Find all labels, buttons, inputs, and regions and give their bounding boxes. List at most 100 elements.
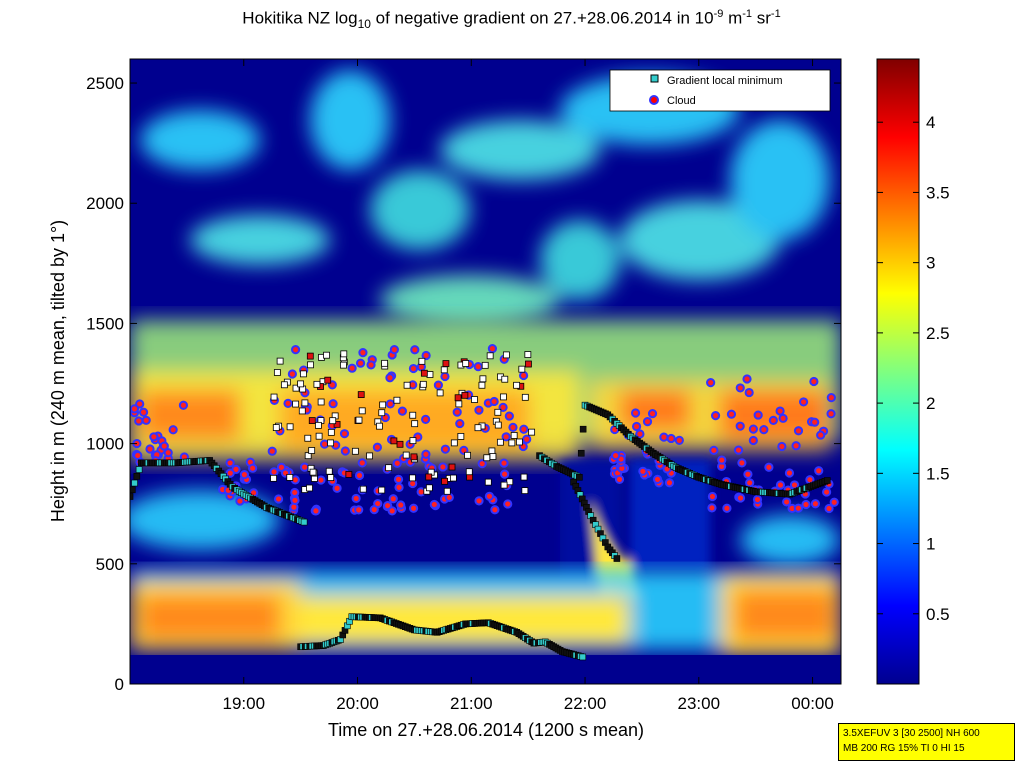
gradient-min-marker <box>516 438 523 446</box>
gradient-min-marker <box>448 463 456 471</box>
legend-label-cloud: Cloud <box>667 95 696 107</box>
cloud-marker <box>826 409 836 419</box>
gradient-min-marker <box>494 421 502 429</box>
cloud-marker <box>235 496 245 506</box>
gradient-min-marker <box>323 351 330 359</box>
cloud-marker <box>440 371 450 382</box>
cloud-marker <box>793 426 804 436</box>
gradient-min-marker <box>455 400 463 408</box>
x-tick-label: 20:00 <box>336 694 379 713</box>
heatmap-mixing-layer <box>130 320 841 460</box>
colorbar-tick-label: 3 <box>926 254 935 273</box>
gradient-min-marker <box>393 396 401 404</box>
gradient-min-marker <box>454 394 462 402</box>
gradient-min-marker <box>358 407 366 415</box>
cloud-marker <box>319 439 330 449</box>
gradient-min-marker <box>510 432 518 439</box>
gradient-min-marker <box>465 468 473 476</box>
gradient-min-marker <box>471 396 478 403</box>
gradient-min-marker <box>292 400 300 408</box>
cloud-marker <box>614 474 625 484</box>
cloud-marker <box>801 499 811 510</box>
gradient-min-marker <box>340 350 348 358</box>
gradient-min-marker <box>521 487 529 495</box>
cloud-marker <box>149 432 159 442</box>
y-axis: 0 500 1000 1500 2000 2500 <box>86 74 841 694</box>
cloud-marker <box>642 417 653 427</box>
cloud-marker <box>316 475 326 485</box>
gradient-min-marker <box>308 417 316 424</box>
gradient-min-marker <box>270 393 278 401</box>
gradient-min-marker <box>525 360 532 368</box>
gradient-min-marker <box>409 474 416 482</box>
cloud-marker <box>707 503 717 513</box>
cloud-marker <box>355 358 366 368</box>
cloud-marker <box>392 458 402 468</box>
gradient-min-marker <box>494 408 502 416</box>
cloud-marker <box>735 421 745 431</box>
cloud-marker <box>753 410 763 420</box>
marker-layer <box>130 344 839 661</box>
gradient-min-marker <box>496 438 504 446</box>
colorbar-tick-label: 2 <box>926 394 935 413</box>
gradient-min-marker <box>484 478 492 486</box>
gradient-min-marker <box>506 478 514 486</box>
info-line-2: MB 200 RG 15% TI 0 HI 15 <box>843 743 965 754</box>
gradient-min-marker <box>501 375 509 383</box>
gradient-min-marker <box>436 389 444 397</box>
cloud-marker <box>388 494 398 504</box>
cloud-marker <box>168 425 178 435</box>
cloud-marker <box>421 449 431 459</box>
gradient-min-marker <box>315 432 323 440</box>
cloud-marker <box>824 503 834 514</box>
cloud-marker <box>134 416 144 426</box>
gradient-min-marker <box>300 370 307 378</box>
x-axis-label: Time on 27.+28.06.2014 (1200 s mean) <box>328 720 644 740</box>
cloud-marker <box>287 369 297 379</box>
cloud-marker <box>396 500 406 510</box>
cloud-marker <box>429 499 439 510</box>
cloud-marker <box>393 474 404 484</box>
cloud-marker <box>519 424 529 434</box>
cloud-marker <box>638 466 648 476</box>
cloud-marker <box>408 503 419 513</box>
cloud-marker <box>267 446 277 456</box>
cloud-marker <box>159 441 169 451</box>
cloud-marker <box>816 430 826 440</box>
cloud-marker <box>138 407 149 417</box>
cloud-marker <box>455 418 465 429</box>
gradient-min-marker <box>396 440 404 448</box>
gradient-min-marker <box>500 481 508 489</box>
cloud-marker <box>332 483 342 493</box>
gradient-min-marker <box>442 360 450 367</box>
gradient-min-marker <box>327 474 335 481</box>
gradient-min-marker <box>304 452 312 460</box>
cloud-marker <box>822 487 832 497</box>
cloud-marker <box>706 378 716 388</box>
gradient-min-marker <box>579 653 587 661</box>
gradient-min-marker <box>524 351 532 358</box>
cloud-marker <box>793 503 803 513</box>
legend-box <box>609 69 831 112</box>
gradient-min-marker <box>479 375 487 383</box>
gradient-min-marker <box>402 451 410 459</box>
gradient-min-marker <box>440 366 448 374</box>
title-mid3: sr <box>752 8 771 28</box>
cloud-marker <box>339 429 350 439</box>
gradient-min-marker <box>420 369 428 377</box>
cloud-marker <box>397 406 408 416</box>
gradient-min-marker <box>409 437 417 445</box>
cloud-marker <box>474 496 484 506</box>
cloud-marker <box>798 397 809 407</box>
gradient-min-marker <box>376 422 383 430</box>
legend-label-gradient-min: Gradient local minimum <box>667 75 783 87</box>
gradient-min-marker <box>418 357 426 365</box>
cloud-marker <box>504 411 514 421</box>
gradient-min-marker <box>306 484 313 492</box>
gradient-min-marker <box>411 420 419 428</box>
gradient-min-marker <box>272 424 280 431</box>
cloud-marker <box>630 408 641 418</box>
gradient-min-marker <box>409 411 417 419</box>
colorbar-ticks: 0.5 1 1.5 2 2.5 3 3.5 4 <box>877 113 950 624</box>
gradient-min-marker <box>576 473 583 481</box>
